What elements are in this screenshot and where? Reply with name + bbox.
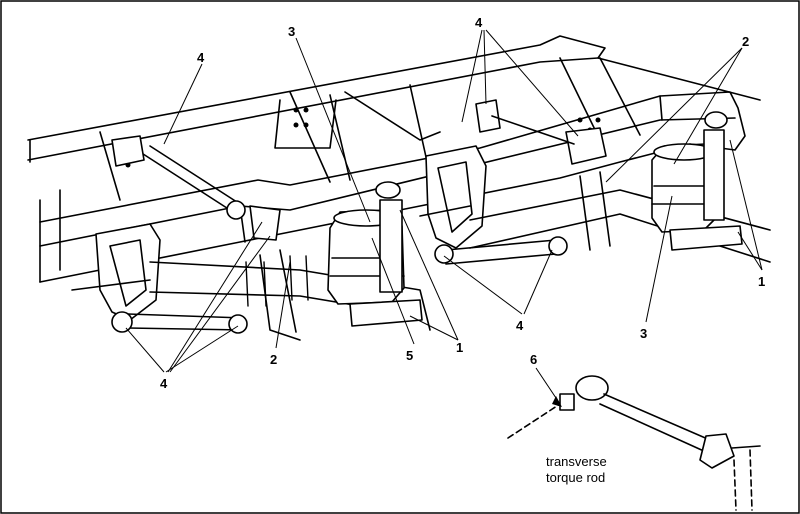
rear-air-spring-base xyxy=(669,225,743,251)
front-torque-rods xyxy=(111,135,281,334)
front-shock-absorber xyxy=(375,181,403,293)
callout-labels: 4 3 4 2 1 3 4 1 5 2 4 6 xyxy=(160,15,765,391)
callout-2-bottom: 2 xyxy=(270,352,277,367)
detail-caption: transverse torque rod xyxy=(546,454,607,485)
callout-3-right: 3 xyxy=(640,326,647,341)
callout-4-top-left: 4 xyxy=(197,50,205,65)
caption-line-1: transverse xyxy=(546,454,607,469)
front-u-bolts xyxy=(245,255,309,307)
callout-1-left: 1 xyxy=(456,340,463,355)
callout-4-bottom-left: 4 xyxy=(160,376,168,391)
rear-shock-absorber xyxy=(703,111,728,221)
rear-torque-rods xyxy=(434,99,607,265)
callout-4-top-center: 4 xyxy=(475,15,483,30)
caption-line-2: torque rod xyxy=(546,470,605,485)
rear-hanger-bracket xyxy=(425,145,487,249)
transverse-torque-rod-detail xyxy=(507,375,761,511)
callout-2-top: 2 xyxy=(742,34,749,49)
callout-4-center: 4 xyxy=(516,318,524,333)
callout-5: 5 xyxy=(406,348,413,363)
callout-1-right: 1 xyxy=(758,274,765,289)
leader-lines xyxy=(125,29,763,405)
callout-3-top: 3 xyxy=(288,24,295,39)
callout-6-arrowhead xyxy=(552,396,562,407)
front-hanger-bracket xyxy=(95,223,161,321)
callout-6: 6 xyxy=(530,352,537,367)
frame-bolt-holes xyxy=(125,107,603,168)
front-air-spring-base xyxy=(349,299,423,327)
